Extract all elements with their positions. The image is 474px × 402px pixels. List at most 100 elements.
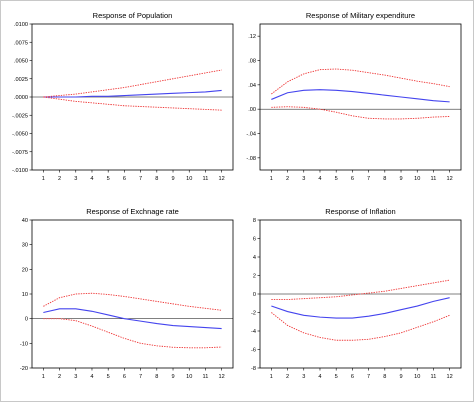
x-tick-label: 11 bbox=[431, 176, 437, 182]
x-tick-label: 1 bbox=[42, 176, 45, 182]
y-tick-label: 6 bbox=[253, 237, 256, 243]
y-tick-label: .0000 bbox=[14, 95, 28, 101]
x-tick-label: 5 bbox=[107, 374, 110, 380]
y-tick-label: -8 bbox=[251, 366, 256, 372]
x-tick-label: 7 bbox=[367, 176, 370, 182]
x-tick-label: 10 bbox=[414, 374, 420, 380]
x-tick-label: 3 bbox=[74, 176, 77, 182]
y-tick-label: .12 bbox=[248, 34, 256, 40]
y-tick-label: .04 bbox=[248, 83, 256, 89]
chart-population: Response of Population .0100 .0075 .0050 .00… bbox=[12, 11, 234, 182]
y-tick-label: .0050 bbox=[14, 59, 28, 65]
population-lower-line bbox=[43, 96, 222, 111]
chart-title: Response of Population bbox=[93, 11, 173, 20]
y-tick-label: -2 bbox=[251, 311, 256, 317]
y-tick-label: -.0100 bbox=[12, 168, 28, 174]
x-tick-label: 3 bbox=[74, 374, 77, 380]
y-tick-label: .00 bbox=[248, 107, 256, 113]
x-tick-label: 8 bbox=[383, 374, 386, 380]
y-tick-label: 30 bbox=[22, 243, 28, 249]
x-tick-label: 7 bbox=[139, 176, 142, 182]
inflation-lower-line bbox=[271, 312, 450, 341]
x-tick-label: 2 bbox=[286, 176, 289, 182]
y-tick-label: -.0075 bbox=[12, 150, 28, 156]
y-tick-label: -.04 bbox=[246, 132, 256, 138]
y-tick-label: -.0050 bbox=[12, 132, 28, 138]
exchange-rate-lower-line bbox=[43, 318, 222, 349]
exchange-rate-response-line bbox=[43, 308, 222, 330]
x-tick-label: 10 bbox=[186, 374, 192, 380]
y-tick-label: 4 bbox=[253, 255, 256, 261]
inflation-upper-line bbox=[271, 279, 450, 301]
x-tick-label: 9 bbox=[399, 176, 402, 182]
y-tick-label: -.0025 bbox=[12, 113, 28, 119]
x-tick-label: 5 bbox=[335, 176, 338, 182]
y-tick-label: -6 bbox=[251, 348, 256, 354]
y-tick-label: 0 bbox=[253, 292, 256, 298]
y-tick-label: 40 bbox=[22, 218, 28, 224]
x-tick-label: 12 bbox=[219, 374, 225, 380]
x-tick-label: 2 bbox=[58, 176, 61, 182]
plot-area bbox=[31, 219, 234, 369]
x-tick-label: 6 bbox=[123, 374, 126, 380]
x-tick-label: 3 bbox=[302, 374, 305, 380]
x-tick-label: 2 bbox=[286, 374, 289, 380]
plot-area bbox=[259, 23, 462, 171]
y-tick-label: 8 bbox=[253, 218, 256, 224]
y-tick-label: .0025 bbox=[14, 77, 28, 83]
x-tick-label: 4 bbox=[90, 374, 93, 380]
x-tick-label: 7 bbox=[139, 374, 142, 380]
y-tick-label: 10 bbox=[22, 292, 28, 298]
y-tick-label: 0 bbox=[25, 317, 28, 323]
x-tick-label: 3 bbox=[302, 176, 305, 182]
x-tick-label: 4 bbox=[90, 176, 93, 182]
x-tick-label: 8 bbox=[155, 176, 158, 182]
exchange-rate-upper-line bbox=[43, 292, 222, 311]
y-tick-label: .0075 bbox=[14, 40, 28, 46]
x-tick-label: 9 bbox=[171, 374, 174, 380]
y-tick-label: 2 bbox=[253, 274, 256, 280]
x-tick-label: 4 bbox=[318, 176, 321, 182]
y-tick-label: 20 bbox=[22, 267, 28, 273]
x-tick-label: 6 bbox=[351, 176, 354, 182]
chart-military-expenditure: Response of Military expenditure .12 .08 .0… bbox=[246, 11, 462, 182]
military-expenditure-response-line bbox=[271, 89, 450, 103]
x-tick-label: 6 bbox=[351, 374, 354, 380]
x-tick-label: 10 bbox=[414, 176, 420, 182]
x-tick-label: 1 bbox=[270, 374, 273, 380]
x-tick-label: 10 bbox=[186, 176, 192, 182]
x-tick-label: 5 bbox=[107, 176, 110, 182]
y-tick-label: -10 bbox=[20, 341, 28, 347]
x-tick-label: 11 bbox=[203, 176, 209, 182]
military-expenditure-lower-line bbox=[271, 106, 450, 120]
population-response-line bbox=[43, 89, 222, 98]
x-tick-label: 11 bbox=[203, 374, 209, 380]
x-tick-label: 9 bbox=[399, 374, 402, 380]
chart-title: Response of Exchnage rate bbox=[86, 207, 179, 216]
y-tick-label: -.08 bbox=[246, 156, 256, 162]
population-upper-line bbox=[43, 69, 222, 98]
x-tick-label: 7 bbox=[367, 374, 370, 380]
x-tick-label: 1 bbox=[42, 374, 45, 380]
x-tick-label: 12 bbox=[447, 176, 453, 182]
y-tick-label: .08 bbox=[248, 59, 256, 65]
y-tick-label: -20 bbox=[20, 366, 28, 372]
chart-title: Response of Military expenditure bbox=[306, 11, 415, 20]
chart-exchange-rate: Response of Exchnage rate 40 30 20 10 0 -10 -20… bbox=[20, 207, 234, 380]
x-tick-label: 1 bbox=[270, 176, 273, 182]
x-tick-label: 4 bbox=[318, 374, 321, 380]
x-tick-label: 9 bbox=[171, 176, 174, 182]
military-expenditure-upper-line bbox=[271, 68, 450, 95]
x-tick-label: 12 bbox=[447, 374, 453, 380]
chart-title: Response of Inflation bbox=[325, 207, 395, 216]
x-tick-label: 6 bbox=[123, 176, 126, 182]
y-tick-label: -4 bbox=[251, 329, 256, 335]
y-tick-label: .0100 bbox=[14, 22, 28, 28]
x-tick-label: 8 bbox=[155, 374, 158, 380]
x-tick-label: 8 bbox=[383, 176, 386, 182]
x-tick-label: 11 bbox=[431, 374, 437, 380]
x-tick-label: 5 bbox=[335, 374, 338, 380]
x-tick-label: 2 bbox=[58, 374, 61, 380]
inflation-response-line bbox=[271, 297, 450, 319]
